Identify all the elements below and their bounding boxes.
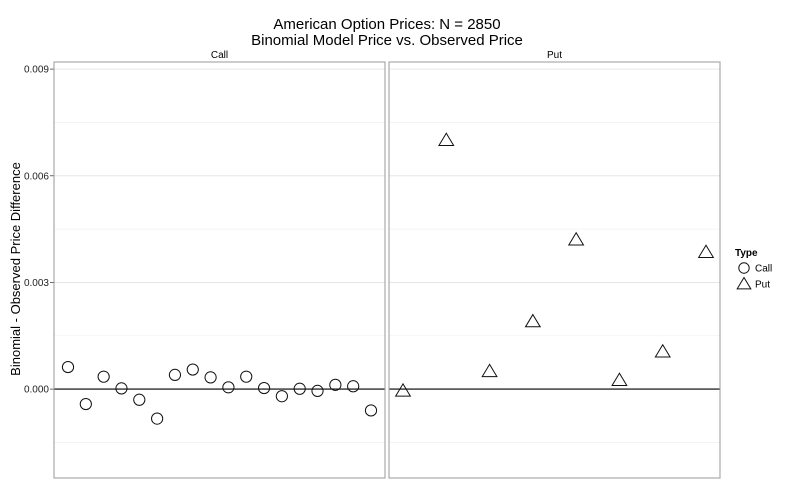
y-tick-label: 0.000	[24, 385, 49, 396]
call-point	[168, 368, 182, 381]
put-point	[567, 231, 585, 246]
call-point	[293, 382, 306, 395]
y-tick-label: 0.009	[24, 65, 49, 76]
call-point	[275, 390, 288, 403]
call-point	[347, 380, 360, 393]
call-point	[186, 363, 199, 376]
y-axis-label: Binomial - Observed Price Difference	[8, 162, 23, 376]
legend-items: Call Put	[736, 262, 772, 291]
put-point	[481, 363, 498, 378]
y-tick-label: 0.003	[24, 278, 49, 289]
facet-strip-label: Put	[547, 50, 562, 61]
call-point	[204, 371, 217, 384]
legend-item-label: Call	[755, 264, 772, 275]
facet-panels: Call Put	[53, 50, 721, 479]
panel-border	[388, 61, 721, 479]
call-point	[151, 412, 164, 425]
call-point	[364, 404, 378, 417]
call-point	[222, 381, 235, 394]
facet-panel-call: Call	[53, 50, 386, 479]
legend-circle-icon	[738, 262, 750, 274]
call-point	[61, 360, 75, 374]
legend-item-put: Put	[736, 276, 770, 291]
legend-triangle-icon	[736, 276, 752, 290]
call-point	[115, 382, 128, 395]
put-point	[524, 313, 542, 328]
call-point	[329, 378, 342, 391]
call-point	[240, 370, 253, 383]
call-point	[311, 384, 324, 397]
chart-title: American Option Prices: N = 2850	[273, 16, 500, 33]
legend-title: Type	[735, 248, 758, 259]
panel-border	[53, 61, 386, 479]
legend-item-label: Put	[755, 280, 770, 291]
call-point	[257, 381, 271, 395]
facet-strip-label: Call	[211, 50, 228, 61]
call-point	[133, 393, 146, 406]
put-point	[438, 132, 455, 146]
put-point	[394, 382, 412, 397]
legend-item-call: Call	[738, 262, 772, 275]
put-point	[611, 372, 628, 386]
call-point	[97, 370, 110, 383]
chart-subtitle: Binomial Model Price vs. Observed Price	[251, 32, 523, 49]
put-point	[697, 244, 715, 258]
put-point	[654, 343, 671, 358]
y-axis: 0.000 0.003 0.006 0.009	[24, 65, 54, 396]
facet-panel-put: Put	[388, 50, 721, 479]
y-tick-label: 0.006	[24, 171, 49, 182]
legend: Type Call Put	[735, 248, 772, 291]
call-point	[79, 397, 92, 411]
